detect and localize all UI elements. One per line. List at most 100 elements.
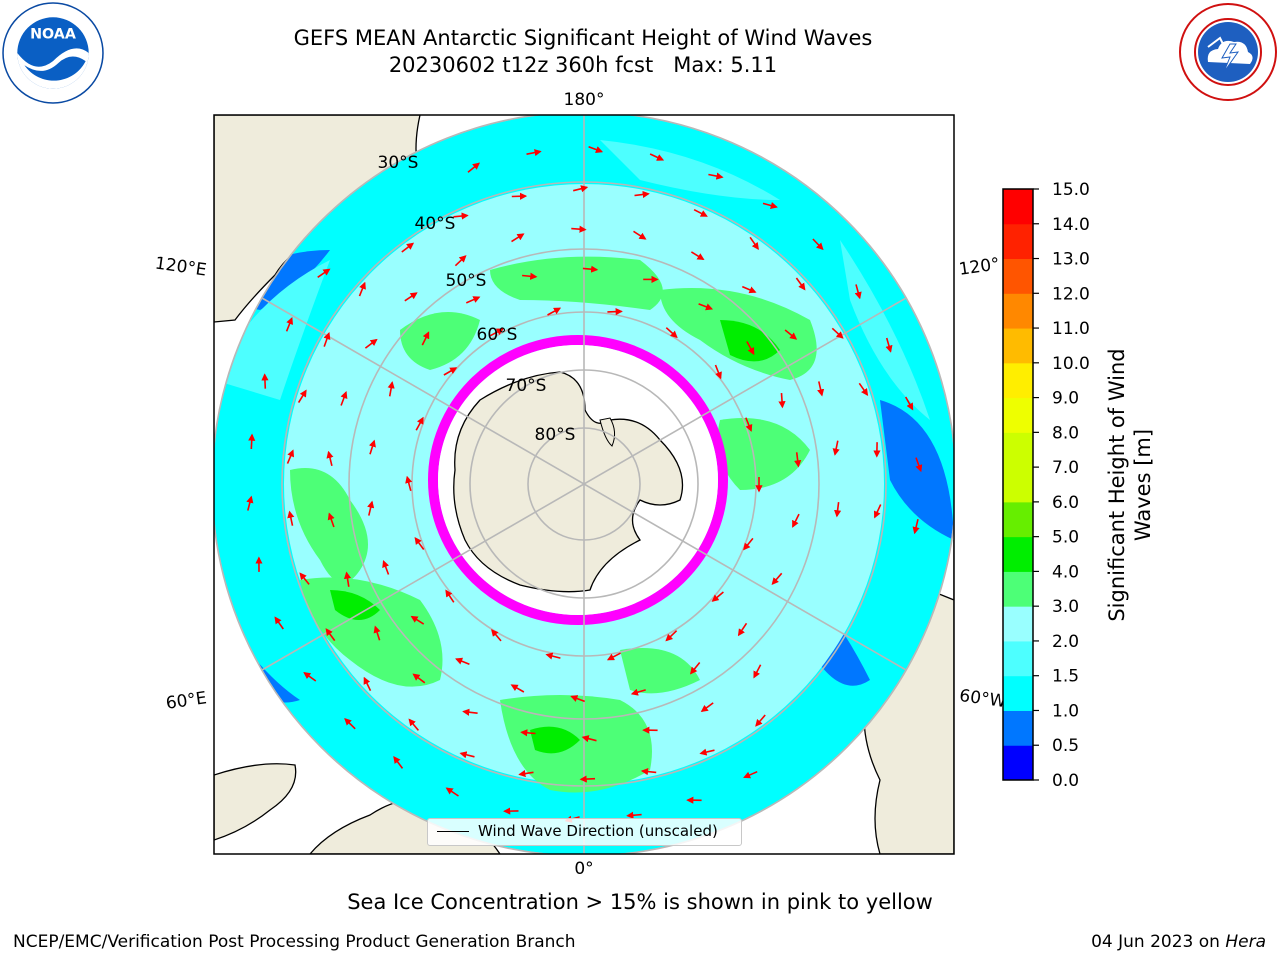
wind-wave-arrow: [455, 657, 470, 665]
wind-wave-arrow: [573, 185, 589, 193]
wind-wave-arrow: [795, 277, 806, 291]
wind-wave-arrow: [286, 449, 294, 464]
wind-wave-arrow: [784, 329, 798, 340]
wind-wave-arrow: [570, 695, 585, 703]
wind-wave-arrow: [327, 512, 335, 528]
sea-ice-note: Sea Ice Concentration > 15% is shown in …: [347, 890, 933, 914]
wind-wave-arrow: [358, 281, 366, 297]
wind-wave-arrow: [755, 714, 766, 727]
antarctica-land: [453, 371, 684, 593]
lat-label-80s: 80°S: [535, 425, 576, 445]
wind-wave-arrow: [462, 708, 478, 716]
footer-system: Hera: [1225, 932, 1266, 952]
wind-wave-arrow: [445, 787, 459, 797]
wind-wave-arrow: [700, 702, 714, 713]
wind-wave-arrow: [545, 652, 561, 660]
wind-wave-arrow: [746, 341, 755, 356]
wind-wave-arrow: [414, 537, 425, 550]
wind-wave-arrow: [762, 202, 778, 209]
wind-wave-arrow: [520, 729, 536, 737]
wind-wave-arrow: [387, 381, 395, 397]
wind-wave-arrow: [912, 519, 920, 535]
wind-wave-arrow: [261, 373, 269, 389]
wind-wave-arrow: [343, 571, 352, 587]
wind-wave-arrow: [858, 382, 869, 396]
wind-wave-arrow: [831, 327, 844, 339]
footer-date-text: 04 Jun 2023 on: [1091, 932, 1226, 952]
wind-wave-arrow: [737, 622, 748, 637]
wind-wave-arrow: [297, 389, 307, 404]
wind-wave-arrow: [340, 391, 348, 406]
wind-wave-arrow: [287, 510, 295, 526]
wind-wave-arrows: [246, 145, 923, 823]
lat-label-40s: 40°S: [415, 214, 456, 234]
wind-wave-arrow: [633, 230, 647, 240]
wind-wave-arrow: [812, 238, 824, 251]
wind-wave-arrow: [743, 537, 754, 551]
wind-wave-arrow: [467, 162, 481, 173]
wind-wave-arrow: [363, 676, 372, 692]
wind-wave-arrow: [606, 652, 621, 661]
wind-wave-arrow: [323, 332, 331, 347]
lon-label-180: 180°: [564, 90, 605, 110]
wind-wave-arrow: [582, 265, 599, 273]
wind-wave-arrow: [817, 381, 825, 397]
wind-wave-arrow: [699, 748, 715, 756]
wind-wave-arrow: [571, 225, 587, 233]
wind-wave-arrow: [248, 433, 256, 450]
wind-wave-arrow: [690, 251, 705, 261]
wind-wave-arrow: [415, 416, 424, 431]
wind-wave-arrow: [649, 153, 665, 161]
wind-wave-arrow: [689, 661, 701, 675]
wind-wave-arrow: [421, 331, 430, 346]
wind-wave-arrow: [325, 628, 336, 642]
wind-wave-arrow: [834, 502, 842, 518]
wind-wave-arrow: [708, 172, 724, 180]
wind-wave-arrow: [905, 396, 914, 411]
wind-wave-arrow: [303, 671, 317, 682]
footer-date: 04 Jun 2023 on Hera: [1091, 932, 1266, 952]
wind-wave-arrow: [382, 560, 390, 575]
wind-wave-arrow: [753, 664, 762, 679]
map-frame: [213, 114, 955, 855]
lon-label-60e: 60°E: [165, 688, 208, 713]
wind-wave-arrow: [491, 629, 502, 642]
wind-wave-arrow: [579, 775, 596, 783]
wind-wave-arrow: [749, 236, 759, 250]
wind-wave-arrow: [445, 589, 455, 603]
graticule: [214, 115, 954, 854]
wind-wave-arrow: [401, 242, 415, 253]
wind-wave-arrow: [778, 393, 786, 409]
wind-wave-arrow: [526, 149, 542, 157]
wind-wave-arrow: [640, 767, 657, 776]
wind-wave-arrow: [369, 439, 376, 455]
wind-wave-arrow: [714, 364, 722, 380]
wind-wave-arrow: [634, 190, 650, 199]
wind-wave-arrow: [453, 212, 469, 220]
nws-logo: [1179, 3, 1277, 101]
wind-wave-arrow: [285, 316, 294, 332]
wind-wave-arrow: [326, 450, 334, 466]
lon-label-120w: 120°: [958, 254, 1001, 280]
wind-wave-arrow: [698, 303, 714, 311]
wind-wave-arrow: [510, 684, 525, 693]
lat-label-60s: 60°S: [477, 325, 518, 345]
wind-wave-arrow: [832, 440, 840, 456]
wind-wave-arrow: [410, 615, 425, 625]
lat-label-30s: 30°S: [378, 153, 419, 173]
lon-label-120e: 120°E: [154, 254, 208, 281]
wind-wave-arrow: [743, 770, 758, 779]
lon-label-60w: 60°W: [958, 686, 1007, 712]
wind-wave-arrow: [771, 572, 783, 585]
lat-label-50s: 50°S: [446, 271, 487, 291]
wind-wave-arrow: [373, 625, 381, 641]
footer-credit: NCEP/EMC/Verification Post Processing Pr…: [13, 932, 576, 952]
wind-wave-arrow: [745, 417, 753, 432]
wind-wave-arrow: [626, 811, 642, 819]
lat-label-70s: 70°S: [506, 376, 547, 396]
wind-wave-arrow: [518, 769, 534, 778]
wind-wave-arrow: [630, 688, 646, 696]
wind-wave-arrow: [665, 630, 678, 642]
wind-wave-arrow: [854, 284, 862, 300]
wind-wave-arrow: [404, 292, 418, 302]
